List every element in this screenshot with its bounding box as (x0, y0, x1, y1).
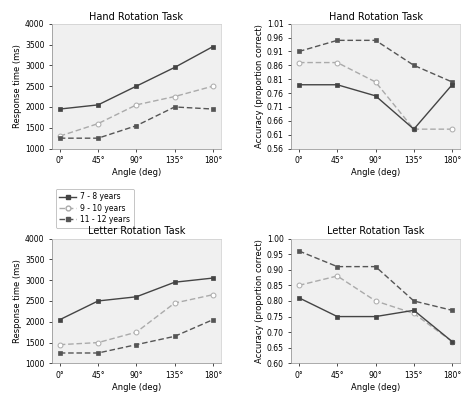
Y-axis label: Response time (ms): Response time (ms) (13, 44, 22, 128)
X-axis label: Angle (deg): Angle (deg) (112, 383, 161, 392)
X-axis label: Angle (deg): Angle (deg) (112, 168, 161, 177)
Y-axis label: Accuracy (proportion correct): Accuracy (proportion correct) (255, 24, 264, 148)
Title: Letter Rotation Task: Letter Rotation Task (88, 226, 185, 236)
Y-axis label: Response time (ms): Response time (ms) (13, 259, 22, 343)
Title: Hand Rotation Task: Hand Rotation Task (90, 11, 183, 22)
X-axis label: Angle (deg): Angle (deg) (351, 168, 400, 177)
Title: Hand Rotation Task: Hand Rotation Task (328, 11, 422, 22)
Legend: 7 - 8 years, 9 - 10 years, 11 - 12 years: 7 - 8 years, 9 - 10 years, 11 - 12 years (55, 188, 134, 228)
X-axis label: Angle (deg): Angle (deg) (351, 383, 400, 392)
Title: Letter Rotation Task: Letter Rotation Task (327, 226, 424, 236)
Y-axis label: Accuracy (proportion correct): Accuracy (proportion correct) (255, 239, 264, 363)
